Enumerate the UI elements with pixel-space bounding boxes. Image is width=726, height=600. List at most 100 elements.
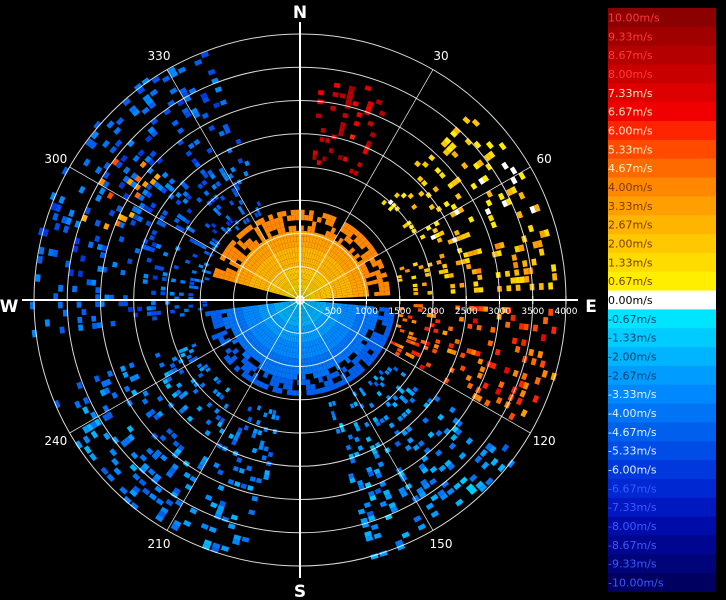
echo-cell [510,314,516,322]
echo-cell [384,513,393,521]
echo-cell [269,339,275,346]
echo-cell [294,358,298,364]
echo-cell [278,256,283,263]
echo-cell [330,215,337,223]
echo-cell [220,545,230,552]
colorbar-swatch [608,121,716,141]
echo-cell [295,209,300,215]
echo-cell [288,225,293,232]
echo-cell [317,349,322,356]
echo-cell [542,317,549,325]
echo-cell [408,331,414,336]
echo-cell [290,287,294,292]
echo-cell [72,285,77,293]
echo-cell [308,335,312,342]
echo-cell [484,207,492,216]
echo-cell [382,316,389,322]
echo-cell [303,342,306,348]
echo-cell [227,478,235,485]
echo-cell [347,306,353,311]
echo-cell [184,259,191,264]
echo-cell [279,320,284,326]
echo-cell [315,301,322,303]
echo-cell [479,449,488,458]
echo-cell [330,319,337,325]
echo-cell [281,289,287,293]
echo-cell [304,315,307,321]
echo-cell [312,309,317,314]
echo-cell [316,313,321,318]
echo-cell [303,292,308,297]
echo-cell [373,468,381,475]
echo-cell [171,463,179,471]
echo-cell [238,316,245,321]
echo-cell [278,283,284,288]
echo-cell [251,320,258,325]
echo-cell [297,305,299,311]
echo-cell [301,289,303,295]
echo-cell [103,161,111,170]
echo-cell [313,260,318,266]
echo-cell [109,294,114,300]
echo-cell [239,319,246,324]
echo-cell [269,307,275,311]
echo-cell [257,328,264,335]
echo-cell [481,174,490,183]
echo-cell [345,314,351,319]
colorbar-label: 6.00m/s [608,125,653,138]
echo-cell [358,387,364,393]
echo-cell [260,254,267,261]
echo-cell [58,284,64,292]
echo-cell [442,263,448,269]
echo-cell [288,247,293,254]
echo-cell [175,224,182,231]
echo-cell [90,411,98,420]
echo-cell [321,281,327,286]
echo-cell [268,408,273,415]
echo-cell [336,276,343,281]
echo-cell [316,160,322,166]
echo-cell [454,176,462,184]
echo-cell [347,262,354,269]
echo-cell [247,270,254,276]
echo-cell [93,375,101,383]
echo-cell [434,395,441,403]
echo-cell [339,226,347,234]
echo-cell [446,487,455,496]
echo-cell [306,280,310,286]
echo-cell [271,284,277,288]
echo-cell [167,66,176,75]
radar-plot: N E S W 500 1000 1500 2000 2500 3000 3500 40003… [0,3,597,600]
echo-cell [522,381,530,390]
echo-cell [154,485,163,494]
echo-cell [314,321,320,327]
echo-cell [240,364,248,372]
echo-cell [279,344,284,350]
echo-cell [349,477,356,484]
echo-cell [524,275,530,283]
echo-cell [385,401,392,408]
echo-cell [302,310,305,316]
echo-cell [280,350,285,356]
echo-cell [275,264,280,270]
echo-cell [53,399,61,409]
echo-cell [301,305,304,311]
echo-cell [316,244,321,251]
echo-cell [472,162,481,170]
echo-cell [118,301,124,307]
echo-cell [263,334,269,341]
echo-cell [93,120,102,130]
echo-cell [342,303,348,307]
echo-cell [271,266,277,273]
echo-cell [94,166,103,175]
echo-cell [305,280,309,286]
echo-cell [372,416,379,423]
echo-cell [237,158,244,164]
echo-cell [169,362,176,369]
echo-cell [288,341,292,347]
echo-cell [145,411,153,419]
echo-cell [308,324,312,331]
echo-cell [346,375,354,383]
colorbar-label: 2.00m/s [608,238,653,251]
echo-cell [332,260,338,267]
